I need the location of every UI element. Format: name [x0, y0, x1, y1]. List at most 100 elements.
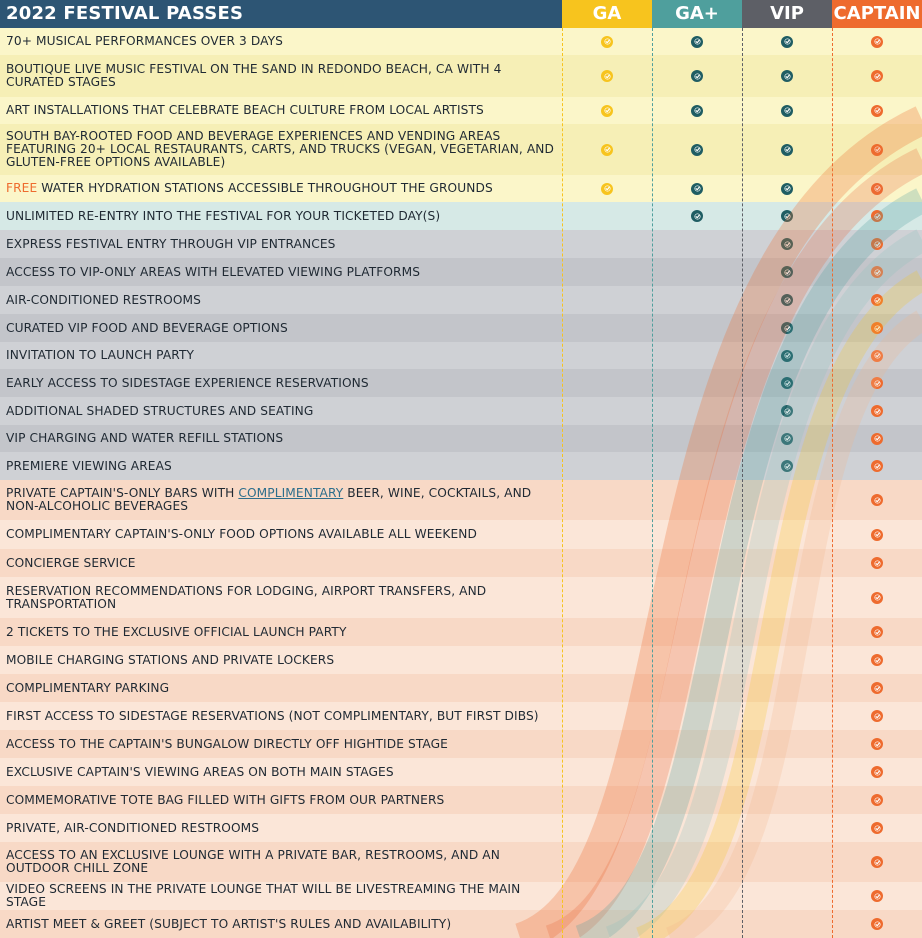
included-check-icon	[871, 377, 883, 389]
tier-cell-ga	[562, 258, 652, 286]
tier-cell-gap	[652, 175, 742, 202]
tier-cell-ga	[562, 28, 652, 55]
feature-label: Artist meet & greet (subject to artist's…	[0, 917, 562, 931]
column-header-ga: GA	[562, 0, 652, 28]
tier-cell-gap	[652, 758, 742, 786]
feature-label: Complimentary Captain's-only food option…	[0, 528, 562, 541]
tier-cell-vip	[742, 314, 832, 342]
feature-label-text: water hydration stations accessible thro…	[37, 181, 493, 195]
table-row: Exclusive Captain's viewing areas on bot…	[0, 758, 922, 786]
tier-cell-gap	[652, 230, 742, 258]
feature-label: Curated VIP food and beverage options	[0, 321, 562, 335]
tier-cell-cap	[832, 618, 922, 646]
feature-label: Private, air-conditioned restrooms	[0, 820, 562, 835]
feature-label-text: South Bay-rooted food and beverage exper…	[6, 129, 555, 169]
included-check-icon	[871, 626, 883, 638]
included-check-icon	[871, 766, 883, 778]
tier-cell-vip	[742, 786, 832, 814]
tier-cell-cap	[832, 124, 922, 175]
feature-label: 2 tickets to the exclusive official laun…	[0, 625, 562, 639]
tier-cell-ga	[562, 910, 652, 938]
free-highlight: Free	[6, 181, 38, 195]
tier-cell-gap	[652, 702, 742, 730]
feature-label-text: Exclusive Captain's viewing areas on bot…	[6, 764, 394, 779]
included-check-icon	[781, 377, 793, 389]
table-row: First access to sidestage reservations (…	[0, 702, 922, 730]
table-row: Complimentary parking	[0, 674, 922, 702]
tier-cell-vip	[742, 842, 832, 882]
included-check-icon	[871, 710, 883, 722]
included-check-icon	[781, 182, 793, 195]
tier-cell-vip	[742, 175, 832, 202]
table-row: Reservation recommendations for lodging,…	[0, 577, 922, 618]
tier-cell-gap	[652, 520, 742, 549]
tier-cell-ga	[562, 425, 652, 452]
tier-cell-vip	[742, 910, 832, 938]
tier-cell-cap	[832, 882, 922, 910]
tier-cell-vip	[742, 97, 832, 124]
table-row: VIP charging and water refill stations	[0, 425, 922, 452]
ga-column-divider	[562, 28, 563, 938]
tier-cell-vip	[742, 674, 832, 702]
tier-cell-cap	[832, 549, 922, 577]
feature-label: Premiere viewing areas	[0, 459, 562, 473]
tier-cell-vip	[742, 577, 832, 618]
feature-label: Commemorative tote bag filled with gifts…	[0, 793, 562, 807]
feature-label: 70+ musical performances over 3 days	[0, 35, 562, 48]
table-row: South Bay-rooted food and beverage exper…	[0, 124, 922, 175]
table-row: Private, air-conditioned restrooms	[0, 814, 922, 842]
feature-label: Art installations that celebrate beach c…	[0, 104, 562, 117]
feature-label-text: Mobile charging stations and private loc…	[6, 652, 335, 667]
feature-label: Access to an exclusive lounge with a pri…	[0, 849, 562, 875]
tier-cell-cap	[832, 342, 922, 369]
included-check-icon	[871, 210, 883, 222]
tier-cell-gap	[652, 618, 742, 646]
tier-cell-vip	[742, 520, 832, 549]
tier-cell-cap	[832, 28, 922, 55]
feature-label: Reservation recommendations for lodging,…	[0, 584, 562, 611]
tier-cell-ga	[562, 882, 652, 910]
included-check-icon	[781, 432, 793, 445]
included-check-icon	[781, 210, 793, 222]
tier-cell-gap	[652, 577, 742, 618]
tier-cell-cap	[832, 258, 922, 286]
included-check-icon	[871, 143, 883, 156]
tier-cell-gap	[652, 674, 742, 702]
tier-cell-vip	[742, 646, 832, 674]
table-row: Unlimited re-entry into the festival for…	[0, 202, 922, 230]
tier-cell-cap	[832, 55, 922, 97]
feature-label-text: Private, air-conditioned restrooms	[6, 820, 260, 835]
tier-cell-gap	[652, 286, 742, 314]
feature-label-text: 70+ musical performances over 3 days	[6, 34, 283, 48]
included-check-icon	[871, 738, 883, 750]
tier-cell-ga	[562, 369, 652, 397]
tier-cell-ga	[562, 175, 652, 202]
tier-cell-gap	[652, 452, 742, 480]
feature-label: Boutique live music festival on the sand…	[0, 63, 562, 89]
included-check-icon	[871, 557, 883, 569]
included-check-icon	[691, 104, 703, 117]
complimentary-link[interactable]: complimentary	[238, 486, 344, 500]
tier-cell-ga	[562, 314, 652, 342]
tier-cell-ga	[562, 618, 652, 646]
feature-label-text: Concierge service	[6, 555, 136, 570]
tier-cell-gap	[652, 28, 742, 55]
tier-cell-gap	[652, 397, 742, 425]
tier-cell-cap	[832, 97, 922, 124]
tier-cell-vip	[742, 758, 832, 786]
captain-column-divider	[832, 28, 833, 938]
included-check-icon	[601, 104, 613, 117]
included-check-icon	[871, 182, 883, 195]
tier-cell-vip	[742, 369, 832, 397]
included-check-icon	[871, 294, 883, 306]
tier-cell-gap	[652, 369, 742, 397]
column-header-captain: CAPTAIN	[832, 0, 922, 28]
feature-label: Mobile charging stations and private loc…	[0, 652, 562, 667]
feature-label: Access to VIP-only areas with elevated v…	[0, 265, 562, 279]
table-row: Invitation to launch party	[0, 342, 922, 369]
included-check-icon	[871, 918, 883, 930]
tier-cell-vip	[742, 549, 832, 577]
tier-cell-cap	[832, 910, 922, 938]
tier-cell-ga	[562, 520, 652, 549]
tier-cell-vip	[742, 730, 832, 758]
